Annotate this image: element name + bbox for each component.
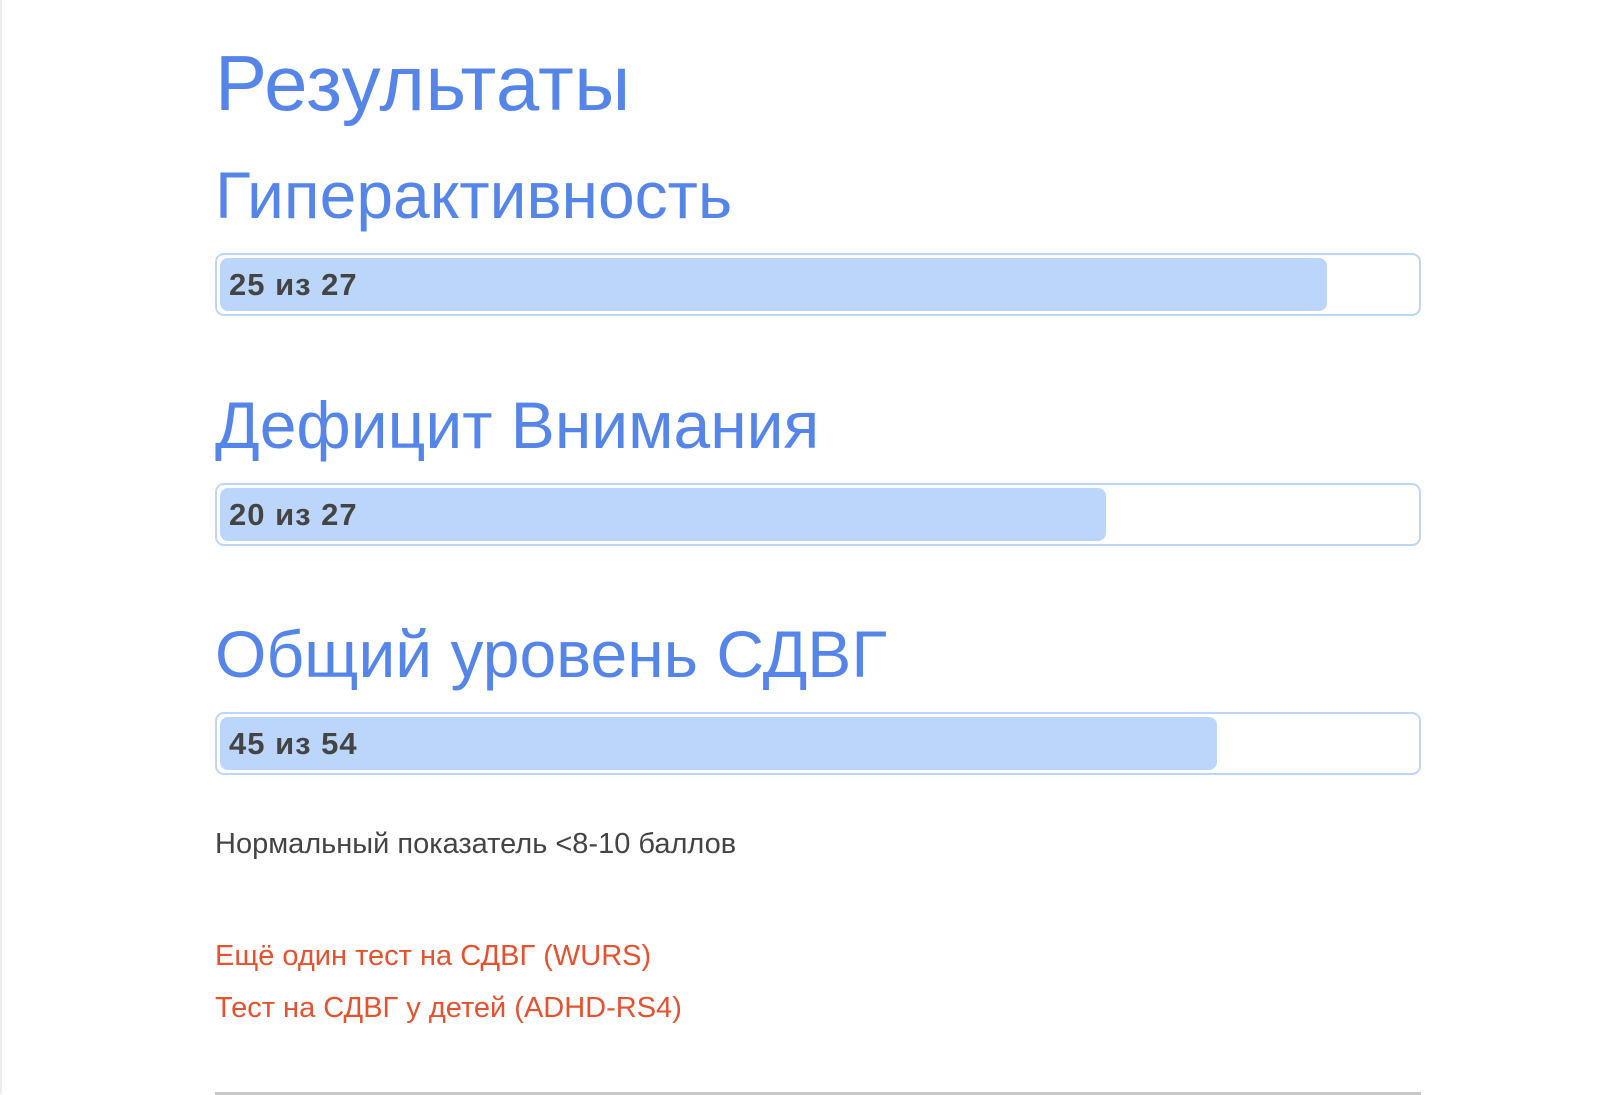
section-heading: Гиперактивность xyxy=(215,158,733,232)
page-title: Результаты xyxy=(215,39,631,127)
progress-bar: 25 из 27 xyxy=(215,253,1421,316)
adhd-rs4-test-link[interactable]: Тест на СДВГ у детей (ADHD-RS4) xyxy=(215,992,682,1024)
progress-label: 45 из 54 xyxy=(229,726,358,761)
progress-label: 25 из 27 xyxy=(229,267,358,302)
progress-bar: 45 из 54 xyxy=(215,712,1421,775)
section-attention-deficit: Дефицит Внимания 20 из 27 xyxy=(215,385,1421,546)
normal-range-note: Нормальный показатель <8-10 баллов xyxy=(215,828,737,860)
progress-bar: 20 из 27 xyxy=(215,483,1421,546)
progress-label: 20 из 27 xyxy=(229,497,358,532)
progress-fill xyxy=(220,258,1327,311)
progress-fill xyxy=(220,488,1106,541)
section-hyperactivity: Гиперактивность 25 из 27 xyxy=(215,155,1421,316)
wurs-test-link[interactable]: Ещё один тест на СДВГ (WURS) xyxy=(215,940,652,972)
section-heading: Дефицит Внимания xyxy=(215,388,820,462)
progress-fill xyxy=(220,717,1217,770)
section-overall-adhd: Общий уровень СДВГ 45 из 54 xyxy=(215,614,1421,775)
section-heading: Общий уровень СДВГ xyxy=(215,617,888,691)
